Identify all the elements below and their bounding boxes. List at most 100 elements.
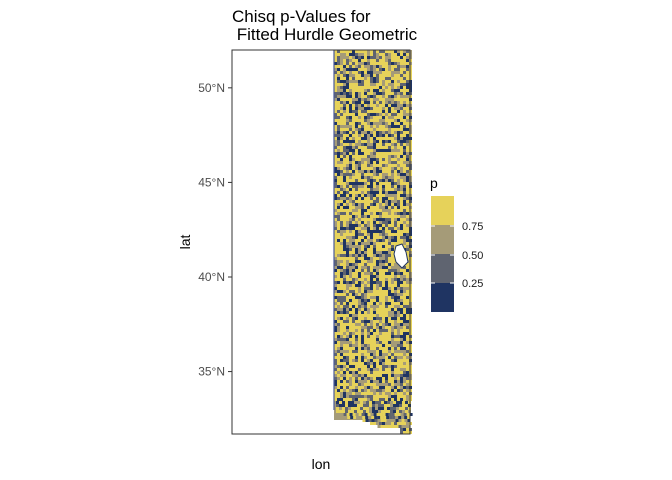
map-cell	[349, 128, 352, 131]
map-cell	[349, 314, 352, 317]
map-cell	[334, 383, 337, 386]
map-cell	[349, 152, 352, 155]
map-cell	[359, 416, 363, 419]
map-cell	[370, 245, 373, 248]
map-cell	[361, 305, 364, 308]
map-cell	[334, 389, 337, 392]
map-cell	[352, 314, 355, 317]
map-cell	[403, 74, 406, 77]
map-cell	[373, 311, 376, 314]
map-cell	[367, 101, 370, 104]
map-cell	[343, 296, 346, 299]
map-cell	[373, 248, 376, 251]
map-cell	[388, 329, 391, 332]
map-cell	[382, 185, 385, 188]
map-cell	[352, 86, 355, 89]
map-cell	[382, 362, 385, 365]
map-cell	[391, 74, 394, 77]
map-cell	[355, 125, 358, 128]
map-cell	[367, 383, 370, 386]
map-cell	[343, 287, 346, 290]
map-cell	[358, 359, 361, 362]
map-cell	[343, 356, 346, 359]
map-cell	[388, 194, 391, 197]
map-cell	[373, 413, 377, 416]
map-cell	[358, 269, 361, 272]
map-cell	[337, 254, 340, 257]
map-cell	[364, 173, 367, 176]
map-cell	[352, 284, 355, 287]
map-cell	[406, 86, 409, 89]
map-cell	[382, 167, 385, 170]
map-cell	[406, 194, 409, 197]
map-cell	[337, 149, 340, 152]
map-cell	[352, 335, 355, 338]
map-cell	[343, 164, 346, 167]
map-cell	[367, 254, 370, 257]
map-cell	[354, 410, 357, 413]
map-cell	[375, 401, 378, 404]
map-cell	[352, 365, 355, 368]
map-cell	[364, 377, 367, 380]
map-cell	[343, 227, 346, 230]
map-cell	[400, 371, 403, 374]
map-cell	[400, 296, 403, 299]
map-cell	[388, 101, 391, 104]
map-cell	[394, 359, 397, 362]
map-cell	[355, 356, 358, 359]
map-cell	[379, 56, 382, 59]
map-cell	[340, 278, 343, 281]
map-cell	[337, 305, 340, 308]
map-cell	[399, 401, 402, 404]
map-cell	[385, 365, 388, 368]
map-cell	[394, 293, 397, 296]
map-cell	[370, 365, 373, 368]
map-cell	[340, 86, 343, 89]
map-cell	[373, 392, 376, 395]
map-cell	[397, 221, 400, 224]
map-cell	[364, 128, 367, 131]
map-cell	[382, 266, 385, 269]
map-cell	[337, 293, 340, 296]
map-cell	[340, 236, 343, 239]
map-cell	[373, 71, 376, 74]
map-cell	[340, 305, 343, 308]
map-cell	[403, 113, 406, 116]
map-cell	[376, 230, 379, 233]
map-cell	[346, 257, 349, 260]
map-cell	[367, 311, 370, 314]
map-cell	[391, 287, 394, 290]
map-cell	[337, 290, 340, 293]
map-cell	[361, 89, 364, 92]
map-cell	[376, 257, 379, 260]
map-cell	[340, 185, 343, 188]
map-cell	[346, 62, 349, 65]
map-cell	[394, 50, 397, 53]
map-cell	[400, 59, 403, 62]
map-cell	[349, 179, 352, 182]
map-cell	[364, 179, 367, 182]
map-cell	[352, 176, 355, 179]
map-cell	[394, 80, 397, 83]
map-cell	[358, 278, 361, 281]
map-cell	[346, 395, 349, 398]
map-cell	[394, 317, 397, 320]
map-cell	[343, 179, 346, 182]
map-cell	[343, 260, 346, 263]
map-cell	[367, 77, 370, 80]
map-cell	[367, 212, 370, 215]
map-cell	[337, 287, 340, 290]
map-cell	[391, 311, 394, 314]
map-cell	[397, 338, 400, 341]
map-cell	[397, 356, 400, 359]
map-cell	[343, 386, 346, 389]
map-cell	[367, 119, 370, 122]
map-cell	[361, 218, 364, 221]
map-cell	[388, 263, 391, 266]
map-cell	[388, 77, 391, 80]
map-cell	[403, 200, 406, 203]
map-cell	[355, 179, 358, 182]
map-cell	[391, 71, 394, 74]
map-cell	[376, 323, 379, 326]
map-cell	[388, 92, 391, 95]
